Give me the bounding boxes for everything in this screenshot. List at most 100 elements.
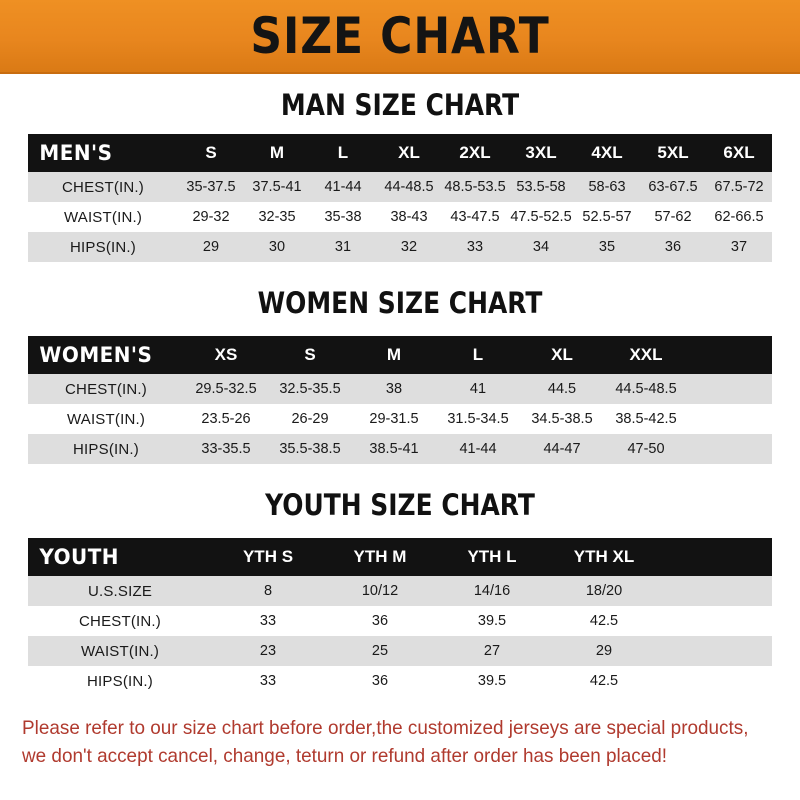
men-hips-label: HIPS(IN.) — [70, 238, 136, 256]
women-chest-xl: 44.5 — [547, 381, 577, 397]
youth-hips-label: HIPS(IN.) — [87, 672, 153, 690]
women-hips-label: HIPS(IN.) — [73, 440, 139, 458]
men-row-label-header: MEN'S — [39, 141, 113, 165]
men-waist-xl: 38-43 — [390, 209, 428, 225]
youth-hips-l: 39.5 — [477, 673, 507, 689]
men-col-header-l: L — [337, 143, 349, 162]
youth-chest-xl: 42.5 — [589, 613, 619, 629]
youth-ussize-empty — [660, 576, 772, 606]
women-chest-m: 38 — [385, 381, 403, 397]
table-row: HIPS(IN.) 29 30 31 32 33 34 35 36 37 — [28, 232, 772, 262]
youth-ussize-label: U.S.SIZE — [87, 582, 153, 600]
women-col-header-m: M — [386, 345, 402, 364]
women-size-table: WOMEN'S XS S M L XL XXL CHEST(IN.) 29.5-… — [28, 336, 772, 464]
youth-col-header-xl: YTH XL — [573, 547, 635, 566]
men-hips-5xl: 36 — [664, 239, 682, 255]
disclaimer-line-2: we don't accept cancel, change, teturn o… — [22, 745, 668, 767]
section-title-man: MAN SIZE CHART — [280, 88, 520, 122]
men-hips-xl: 32 — [400, 239, 418, 255]
youth-waist-label: WAIST(IN.) — [80, 642, 160, 660]
women-col-header-xxl: XXL — [629, 345, 663, 364]
men-waist-6xl: 62-66.5 — [714, 209, 764, 225]
men-chest-6xl: 67.5-72 — [714, 179, 764, 195]
youth-ussize-l: 14/16 — [473, 583, 511, 599]
youth-size-table: YOUTH YTH S YTH M YTH L YTH XL U.S.SIZE … — [28, 538, 772, 696]
youth-chest-m: 36 — [371, 613, 389, 629]
men-hips-6xl: 37 — [730, 239, 748, 255]
youth-col-header-s: YTH S — [242, 547, 294, 566]
men-col-header-s: S — [205, 143, 217, 162]
table-row: WAIST(IN.) 29-32 32-35 35-38 38-43 43-47… — [28, 202, 772, 232]
youth-hips-empty — [660, 666, 772, 696]
men-col-header-4xl: 4XL — [591, 143, 623, 162]
men-col-header-6xl: 6XL — [723, 143, 755, 162]
youth-ussize-m: 10/12 — [361, 583, 399, 599]
men-hips-s: 29 — [202, 239, 220, 255]
women-waist-s: 26-29 — [291, 411, 329, 427]
men-col-header-5xl: 5XL — [657, 143, 689, 162]
women-chest-label: CHEST(IN.) — [65, 380, 147, 398]
women-col-header-empty — [688, 336, 772, 374]
table-row: HIPS(IN.) 33 36 39.5 42.5 — [28, 666, 772, 696]
youth-waist-empty — [660, 636, 772, 666]
men-waist-l: 35-38 — [324, 209, 362, 225]
table-row: WAIST(IN.) 23.5-26 26-29 29-31.5 31.5-34… — [28, 404, 772, 434]
men-chest-5xl: 63-67.5 — [648, 179, 698, 195]
men-hips-m: 30 — [268, 239, 286, 255]
women-waist-xs: 23.5-26 — [201, 411, 251, 427]
table-header-row: MEN'S S M L XL 2XL 3XL 4XL 5XL 6XL — [28, 134, 772, 172]
disclaimer-line-1: Please refer to our size chart before or… — [22, 717, 749, 739]
table-header-row: WOMEN'S XS S M L XL XXL — [28, 336, 772, 374]
youth-waist-m: 25 — [371, 643, 389, 659]
page-banner: SIZE CHART — [0, 0, 800, 74]
women-chest-xxl: 44.5-48.5 — [615, 381, 677, 397]
section-title-women: WOMEN SIZE CHART — [257, 286, 543, 320]
men-waist-label: WAIST(IN.) — [63, 208, 143, 226]
men-col-header-xl: XL — [398, 143, 420, 162]
youth-hips-m: 36 — [371, 673, 389, 689]
women-waist-xl: 34.5-38.5 — [531, 411, 593, 427]
women-waist-m: 29-31.5 — [369, 411, 419, 427]
men-chest-2xl: 48.5-53.5 — [444, 179, 506, 195]
men-chest-xl: 44-48.5 — [384, 179, 434, 195]
men-hips-l: 31 — [334, 239, 352, 255]
women-chest-s: 32.5-35.5 — [279, 381, 341, 397]
table-row: HIPS(IN.) 33-35.5 35.5-38.5 38.5-41 41-4… — [28, 434, 772, 464]
men-waist-m: 32-35 — [258, 209, 296, 225]
women-waist-l: 31.5-34.5 — [447, 411, 509, 427]
table-row: CHEST(IN.) 35-37.5 37.5-41 41-44 44-48.5… — [28, 172, 772, 202]
women-hips-xl: 44-47 — [543, 441, 581, 457]
women-waist-xxl: 38.5-42.5 — [615, 411, 677, 427]
men-hips-2xl: 33 — [466, 239, 484, 255]
women-waist-empty — [688, 404, 772, 434]
women-hips-s: 35.5-38.5 — [279, 441, 341, 457]
page-title: SIZE CHART — [250, 7, 550, 65]
table-row: U.S.SIZE 8 10/12 14/16 18/20 — [28, 576, 772, 606]
youth-ussize-s: 8 — [263, 583, 273, 599]
women-chest-xs: 29.5-32.5 — [195, 381, 257, 397]
men-chest-l: 41-44 — [324, 179, 362, 195]
youth-chest-empty — [660, 606, 772, 636]
table-row: WAIST(IN.) 23 25 27 29 — [28, 636, 772, 666]
men-col-header-2xl: 2XL — [459, 143, 491, 162]
men-size-table: MEN'S S M L XL 2XL 3XL 4XL 5XL 6XL CHEST… — [28, 134, 772, 262]
youth-waist-l: 27 — [483, 643, 501, 659]
women-hips-m: 38.5-41 — [369, 441, 419, 457]
youth-hips-xl: 42.5 — [589, 673, 619, 689]
men-waist-4xl: 52.5-57 — [582, 209, 632, 225]
men-col-header-m: M — [269, 143, 285, 162]
women-hips-xs: 33-35.5 — [201, 441, 251, 457]
youth-ussize-xl: 18/20 — [585, 583, 623, 599]
men-chest-label: CHEST(IN.) — [62, 178, 144, 196]
table-row: CHEST(IN.) 33 36 39.5 42.5 — [28, 606, 772, 636]
women-hips-xxl: 47-50 — [627, 441, 665, 457]
youth-col-header-empty — [660, 538, 772, 576]
spacer — [0, 696, 800, 714]
men-chest-m: 37.5-41 — [252, 179, 302, 195]
men-waist-s: 29-32 — [192, 209, 230, 225]
men-chest-3xl: 53.5-58 — [516, 179, 566, 195]
table-row: CHEST(IN.) 29.5-32.5 32.5-35.5 38 41 44.… — [28, 374, 772, 404]
men-waist-2xl: 43-47.5 — [450, 209, 500, 225]
women-col-header-s: S — [304, 345, 316, 364]
